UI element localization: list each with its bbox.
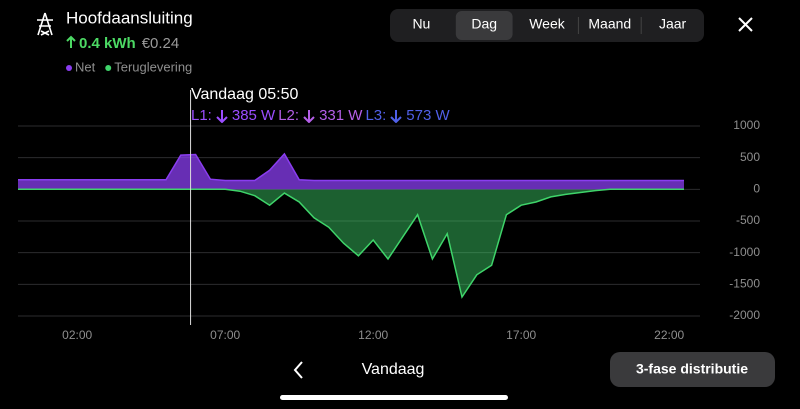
phase-button-label[interactable]: 3-fase distributie [636, 361, 748, 377]
legend-label: Net [75, 59, 96, 74]
legend-dot [105, 65, 112, 71]
area-line [18, 152, 684, 182]
up-arrow [66, 35, 76, 48]
grid-icon [37, 12, 53, 36]
legend-dot [66, 65, 72, 71]
phase-button[interactable] [610, 352, 775, 387]
home-indicator [280, 395, 508, 400]
arrow-shape [216, 109, 228, 123]
period-label: Vandaag [362, 361, 425, 378]
y-tick-label: 0 [753, 182, 760, 196]
tab[interactable]: Week [529, 16, 566, 32]
y-tick-label: 500 [740, 150, 760, 164]
arrow-shape [303, 109, 315, 123]
y-tick-label: -2000 [729, 308, 760, 322]
y-tick-label: -1500 [729, 277, 760, 291]
phase-value: 385 W [231, 107, 276, 124]
tooltip-phases: L1: 385 W L2: 331 W L3: 573 W [191, 107, 450, 124]
legend-label: Teruglevering [114, 59, 192, 74]
phase-value: 331 W [319, 107, 363, 124]
y-tick-label: -1000 [729, 245, 760, 259]
y-tick-label: 1000 [733, 118, 760, 132]
phase-label: L2: [278, 107, 300, 124]
x-tick-label: 12:00 [358, 328, 388, 342]
x-tick-label: 02:00 [62, 328, 92, 342]
tab[interactable]: Maand [588, 16, 631, 32]
phase-label: L1: [191, 107, 212, 124]
phase-value: 573 W [406, 107, 450, 124]
tab-selected [455, 11, 513, 40]
previous-button[interactable] [293, 361, 303, 379]
tab[interactable]: Jaar [659, 16, 687, 32]
energy: 0.4 kWh [79, 35, 136, 52]
down-arrow [303, 109, 315, 123]
area-line [18, 188, 684, 299]
arrow-shape [390, 109, 403, 123]
title: Hoofdaansluiting [66, 8, 193, 27]
down-arrow [216, 109, 228, 123]
x-tick-label: 22:00 [654, 328, 684, 342]
phase-label: L3: [365, 107, 387, 124]
tab[interactable]: Dag [471, 16, 497, 32]
close-button[interactable] [738, 17, 753, 32]
tooltip-time: Vandaag 05:50 [191, 86, 299, 103]
x-tick-label: 17:00 [506, 328, 536, 342]
tooltip: Vandaag 05:50 L1: 385 W L2: 331 W L3: 573 W [191, 86, 450, 124]
tab[interactable]: Nu [412, 16, 430, 32]
y-tick-label: -500 [736, 213, 760, 227]
cost: €0.24 [142, 35, 180, 52]
down-arrow [390, 109, 403, 123]
area-fill [18, 189, 684, 297]
x-tick-label: 07:00 [210, 328, 240, 342]
area-fill [18, 153, 684, 190]
